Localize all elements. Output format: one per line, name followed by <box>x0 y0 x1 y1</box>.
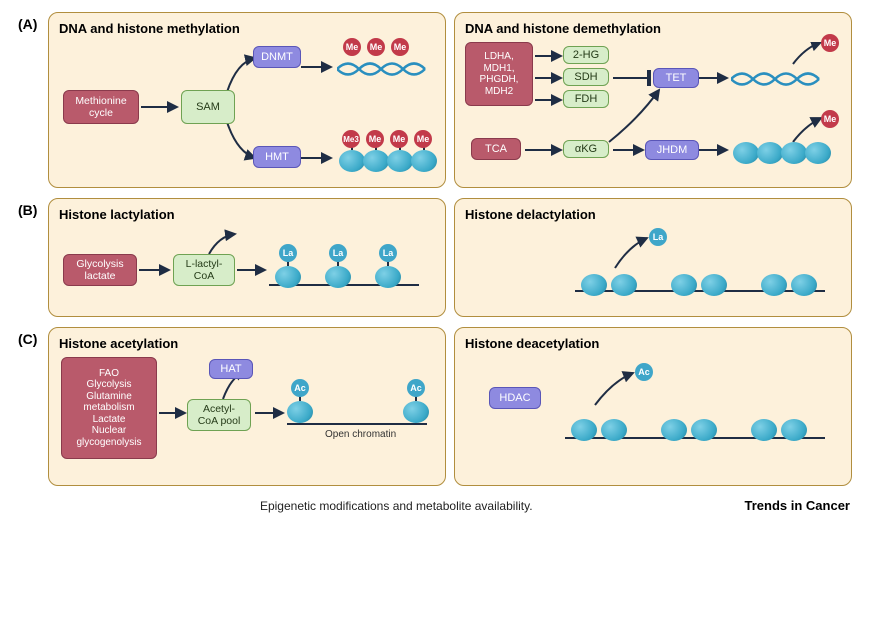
mark-la-1: La <box>279 244 297 262</box>
nuc-c-right-2 <box>601 419 627 441</box>
diagram-c-right: HDAC Ac <box>465 357 841 475</box>
nuc-b-right-2 <box>611 274 637 296</box>
node-acetyl-sources: FAO Glycolysis Glutamine metabolism Lact… <box>61 357 157 459</box>
journal-name: Trends in Cancer <box>745 498 850 513</box>
mark-ac-2: Ac <box>407 379 425 397</box>
diagram-a-right: LDHA, MDH1, PHGDH, MDH2 TCA 2-HG SDH FDH… <box>465 42 841 177</box>
node-lactyl-coa: L-lactyl- CoA <box>173 254 235 286</box>
mark-ac-1: Ac <box>291 379 309 397</box>
panel-b-left: Histone lactylation Glycolysis lactate L… <box>48 198 446 317</box>
nuc-c-left-1 <box>287 401 313 423</box>
diagram-b-left: Glycolysis lactate L-lactyl- CoA La La L… <box>59 228 435 306</box>
diagram-c-left: FAO Glycolysis Glutamine metabolism Lact… <box>59 357 435 475</box>
open-chromatin-label: Open chromatin <box>325 429 396 440</box>
mark-me-off-dna: Me <box>821 34 839 52</box>
row-label-b: (B) <box>18 198 48 317</box>
title-c-right: Histone deacetylation <box>465 336 841 351</box>
node-glycolysis-lactate: Glycolysis lactate <box>63 254 137 286</box>
mark-me-hist-2: Me <box>366 130 384 148</box>
mark-me-2: Me <box>367 38 385 56</box>
node-tet: TET <box>653 68 699 88</box>
mark-me-3: Me <box>391 38 409 56</box>
node-hdac: HDAC <box>489 387 541 409</box>
mark-me3-hist: Me3 <box>342 130 360 148</box>
nuc-a-left-2 <box>363 150 389 172</box>
node-hmt: HMT <box>253 146 301 168</box>
nuc-c-left-2 <box>403 401 429 423</box>
panel-a-right: DNA and histone demethylation <box>454 12 852 188</box>
nuc-c-right-6 <box>781 419 807 441</box>
diagram-a-left: Methionine cycle SAM DNMT HMT Me Me Me M… <box>59 42 435 177</box>
panel-a-left: DNA and histone methylation Methion <box>48 12 446 188</box>
node-2hg: 2-HG <box>563 46 609 64</box>
nuc-c-right-3 <box>661 419 687 441</box>
nuc-a-right-2 <box>757 142 783 164</box>
node-acetyl-coa: Acetyl- CoA pool <box>187 399 251 431</box>
panels-a: DNA and histone methylation Methion <box>48 12 852 188</box>
mark-me-1: Me <box>343 38 361 56</box>
row-c: (C) Histone acetylation FAO Glycolysis G… <box>18 327 852 486</box>
nuc-b-left-2 <box>325 266 351 288</box>
dna-helix-a-left <box>337 58 427 80</box>
dna-helix-a-right <box>731 68 821 90</box>
nuc-b-right-5 <box>761 274 787 296</box>
panel-b-right: Histone delactylation La <box>454 198 852 317</box>
caption-row: Epigenetic modifications and metabolite … <box>18 496 852 513</box>
row-a: (A) DNA and histone methylation <box>18 12 852 188</box>
title-b-left: Histone lactylation <box>59 207 435 222</box>
nuc-c-right-4 <box>691 419 717 441</box>
nuc-a-right-1 <box>733 142 759 164</box>
panels-b: Histone lactylation Glycolysis lactate L… <box>48 198 852 317</box>
panel-c-left: Histone acetylation FAO Glycolysis Gluta… <box>48 327 446 486</box>
mark-me-hist-4: Me <box>414 130 432 148</box>
nuc-c-right-5 <box>751 419 777 441</box>
title-a-left: DNA and histone methylation <box>59 21 435 36</box>
mark-la-3: La <box>379 244 397 262</box>
nuc-b-left-3 <box>375 266 401 288</box>
panel-c-right: Histone deacetylation HDAC Ac <box>454 327 852 486</box>
node-tca: TCA <box>471 138 521 160</box>
nuc-b-right-1 <box>581 274 607 296</box>
mark-me-off-hist: Me <box>821 110 839 128</box>
nuc-b-right-4 <box>701 274 727 296</box>
arrows-c-right <box>465 357 855 475</box>
nuc-a-left-3 <box>387 150 413 172</box>
nuc-a-left-4 <box>411 150 437 172</box>
title-b-right: Histone delactylation <box>465 207 841 222</box>
title-c-left: Histone acetylation <box>59 336 435 351</box>
node-dnmt: DNMT <box>253 46 301 68</box>
nuc-b-left-1 <box>275 266 301 288</box>
row-b: (B) Histone lactylation Glycolysis lacta… <box>18 198 852 317</box>
mark-me-hist-3: Me <box>390 130 408 148</box>
nuc-b-right-3 <box>671 274 697 296</box>
nuc-a-right-3 <box>781 142 807 164</box>
node-hat: HAT <box>209 359 253 379</box>
figure-caption: Epigenetic modifications and metabolite … <box>260 499 533 513</box>
node-sdh: SDH <box>563 68 609 86</box>
row-label-c: (C) <box>18 327 48 486</box>
node-jhdm: JHDM <box>645 140 699 160</box>
node-akg: αKG <box>563 140 609 158</box>
mark-la-off: La <box>649 228 667 246</box>
nuc-b-right-6 <box>791 274 817 296</box>
nuc-a-left-1 <box>339 150 365 172</box>
mark-ac-off: Ac <box>635 363 653 381</box>
node-methionine-cycle: Methionine cycle <box>63 90 139 124</box>
title-a-right: DNA and histone demethylation <box>465 21 841 36</box>
diagram-b-right: La <box>465 228 841 306</box>
row-label-a: (A) <box>18 12 48 188</box>
mark-la-2: La <box>329 244 347 262</box>
panels-c: Histone acetylation FAO Glycolysis Gluta… <box>48 327 852 486</box>
node-enzymes: LDHA, MDH1, PHGDH, MDH2 <box>465 42 533 106</box>
node-sam: SAM <box>181 90 235 124</box>
node-fdh: FDH <box>563 90 609 108</box>
nuc-a-right-4 <box>805 142 831 164</box>
nuc-c-right-1 <box>571 419 597 441</box>
